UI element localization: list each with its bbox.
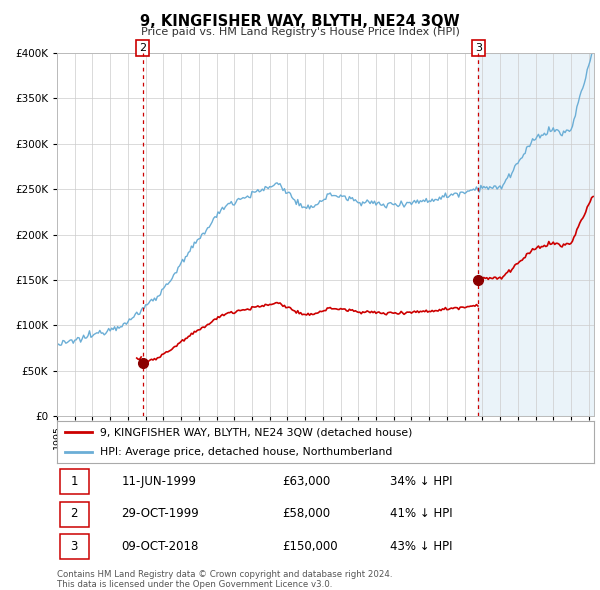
Text: Contains HM Land Registry data © Crown copyright and database right 2024.: Contains HM Land Registry data © Crown c… bbox=[57, 570, 392, 579]
Text: Price paid vs. HM Land Registry's House Price Index (HPI): Price paid vs. HM Land Registry's House … bbox=[140, 28, 460, 37]
Text: 3: 3 bbox=[475, 43, 482, 53]
Text: £150,000: £150,000 bbox=[283, 540, 338, 553]
FancyBboxPatch shape bbox=[59, 502, 89, 527]
Text: £63,000: £63,000 bbox=[283, 475, 331, 488]
Text: 9, KINGFISHER WAY, BLYTH, NE24 3QW (detached house): 9, KINGFISHER WAY, BLYTH, NE24 3QW (deta… bbox=[100, 427, 412, 437]
Text: HPI: Average price, detached house, Northumberland: HPI: Average price, detached house, Nort… bbox=[100, 447, 392, 457]
Text: 41% ↓ HPI: 41% ↓ HPI bbox=[390, 507, 452, 520]
Text: 1: 1 bbox=[70, 475, 78, 488]
Text: This data is licensed under the Open Government Licence v3.0.: This data is licensed under the Open Gov… bbox=[57, 579, 332, 589]
Text: £58,000: £58,000 bbox=[283, 507, 331, 520]
Text: 09-OCT-2018: 09-OCT-2018 bbox=[121, 540, 199, 553]
Text: 2: 2 bbox=[70, 507, 78, 520]
Text: 43% ↓ HPI: 43% ↓ HPI bbox=[390, 540, 452, 553]
FancyBboxPatch shape bbox=[59, 469, 89, 494]
Text: 29-OCT-1999: 29-OCT-1999 bbox=[121, 507, 199, 520]
Text: 34% ↓ HPI: 34% ↓ HPI bbox=[390, 475, 452, 488]
FancyBboxPatch shape bbox=[59, 534, 89, 559]
Text: 11-JUN-1999: 11-JUN-1999 bbox=[121, 475, 196, 488]
Text: 2: 2 bbox=[139, 43, 146, 53]
Text: 3: 3 bbox=[70, 540, 78, 553]
Text: 9, KINGFISHER WAY, BLYTH, NE24 3QW: 9, KINGFISHER WAY, BLYTH, NE24 3QW bbox=[140, 14, 460, 30]
